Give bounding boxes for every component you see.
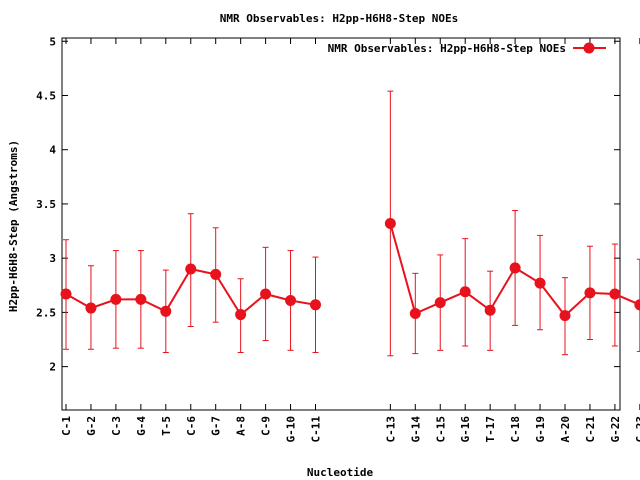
data-point [484, 304, 496, 316]
x-tick-label: G-22 [609, 416, 622, 443]
data-point [285, 294, 297, 306]
x-tick-label: G-7 [210, 416, 223, 436]
y-tick-label: 4 [49, 144, 56, 157]
data-point [634, 299, 640, 311]
data-point [584, 287, 596, 299]
x-tick-label: C-23 [634, 416, 640, 443]
x-tick-label: A-8 [235, 416, 248, 436]
x-tick-label: G-4 [135, 416, 148, 436]
y-tick-label: 3 [49, 252, 56, 265]
x-tick-label: C-1 [60, 416, 73, 436]
x-tick-label: C-11 [310, 416, 323, 443]
data-point [559, 310, 571, 322]
x-tick-label: T-17 [484, 416, 497, 443]
x-tick-label: C-18 [509, 416, 522, 443]
y-tick-label: 3.5 [36, 198, 56, 211]
data-point [110, 293, 122, 305]
data-point [609, 288, 621, 300]
legend: NMR Observables: H2pp-H6H8-Step NOEs [328, 42, 606, 55]
y-tick-label: 2.5 [36, 306, 56, 319]
y-tick-label: 4.5 [36, 89, 56, 102]
x-tick-label: G-16 [459, 416, 472, 443]
x-tick-label: C-15 [434, 416, 447, 443]
x-tick-label: T-5 [160, 416, 173, 436]
x-axis: C-1 G-2 C-3 G-4 T-5 C-6 G-7 A-8 C-9 G-10 C-11 C-13 G… [60, 38, 640, 443]
x-tick-label: G-10 [285, 416, 298, 443]
data-point [459, 286, 471, 298]
chart-title: NMR Observables: H2pp-H6H8-Step NOEs [220, 12, 458, 25]
x-tick-label: G-14 [409, 416, 422, 443]
data-point [60, 288, 72, 300]
data-point [260, 288, 272, 300]
x-axis-label: Nucleotide [307, 466, 374, 479]
data-point [434, 297, 446, 309]
data-point [509, 262, 521, 274]
data-point [210, 268, 222, 280]
y-tick-label: 5 [49, 35, 56, 48]
data-point [534, 277, 546, 289]
data-point [160, 305, 172, 317]
legend-marker [583, 42, 595, 54]
x-tick-label: C-9 [260, 416, 273, 436]
legend-label: NMR Observables: H2pp-H6H8-Step NOEs [328, 42, 566, 55]
plot-frame [61, 37, 621, 411]
x-tick-label: C-3 [110, 416, 123, 436]
y-axis-label: H2pp-H6H8-Step (Angstroms) [7, 140, 20, 312]
x-tick-label: C-6 [185, 416, 198, 436]
y-axis: 2 2.5 3 3.5 4 4.5 5 [36, 35, 620, 374]
data-point [235, 309, 247, 321]
series-layer [60, 90, 640, 357]
x-tick-label: A-20 [559, 416, 572, 443]
x-tick-label: C-13 [384, 416, 397, 443]
x-tick-label: C-21 [584, 416, 597, 443]
data-point [85, 302, 97, 314]
data-point [310, 299, 321, 311]
x-tick-label: G-2 [85, 416, 98, 436]
data-point [185, 263, 197, 275]
y-tick-label: 2 [49, 361, 56, 374]
data-point [135, 293, 147, 305]
x-tick-label: G-19 [534, 416, 547, 443]
data-point [384, 217, 396, 229]
data-point [409, 307, 421, 319]
